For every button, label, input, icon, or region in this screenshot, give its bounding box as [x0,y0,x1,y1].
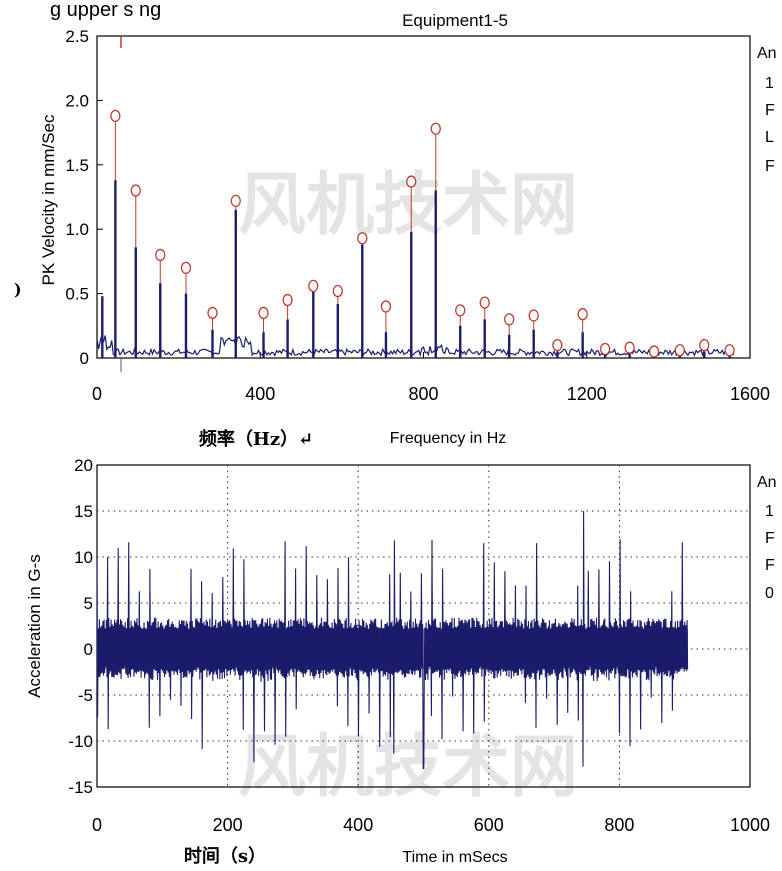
y-tick-label: 0 [84,640,93,659]
peak-marker [258,306,269,320]
spectrum-x-label: Frequency in Hz [390,430,507,447]
y-tick-label: 2.5 [65,27,89,46]
y-tick-label: 20 [74,456,93,475]
spectrum-side-labels: An 1 FLF [757,45,777,175]
waveform-x-label-cn: 时间（s） [184,846,266,867]
peak-marker [282,293,293,307]
peak-marker [699,338,710,352]
spectrum-y-label: PK Velocity in mm/Sec [39,114,58,286]
peak-marker [155,248,166,262]
side-label: F [765,530,775,547]
waveform-y-tick-labels: -15 -10 -5 0 5 10 15 20 [68,456,93,797]
noise-trace [96,334,735,357]
side-label: 0 [765,585,774,602]
peak-marker [430,122,441,135]
waveform-x-label: Time in mSecs [402,849,507,866]
side-label: An [757,474,777,491]
y-tick-label: 0 [80,349,89,368]
side-label: 1 [765,503,774,520]
peak-marker [207,306,218,320]
y-tick-label: -5 [78,686,93,705]
peak-marker [406,175,417,188]
peak-marker [110,109,121,123]
x-tick-label: 1000 [730,815,770,835]
x-tick-label: 0 [92,384,102,404]
peak-marker [624,341,635,354]
side-label: L [765,129,774,146]
peak-marker [674,344,685,357]
peak-marker [357,232,368,245]
spectrum-title: Equipment1-5 [402,11,508,30]
peak-marker [528,309,539,322]
peak-marker [230,194,241,208]
x-tick-label: 200 [213,815,243,835]
left-bracket-mark: ) [14,280,22,299]
spectrum-peak-markers [110,109,735,358]
y-tick-label: 1.5 [65,156,89,175]
waveform-signal [96,510,689,770]
x-tick-label: 400 [245,384,275,404]
peak-marker [479,296,490,309]
peak-marker [504,313,515,326]
y-tick-label: 0.5 [65,285,89,304]
y-tick-label: 2.0 [65,91,89,110]
spectrum-noise-floor [96,334,735,357]
side-label: F [765,102,775,119]
x-tick-label: 800 [408,384,438,404]
peak-marker [308,279,319,293]
peak-marker [180,261,192,274]
y-tick-label: 15 [74,502,93,521]
watermark-bottom: 风机技术网 [238,727,578,807]
header-text: g upper s ng [50,0,161,21]
peak-marker [724,344,735,357]
peak-marker [455,304,466,317]
x-tick-label: 1200 [567,384,607,404]
y-tick-label: 5 [84,594,93,613]
x-tick-label: 600 [474,815,504,835]
side-label: An [757,45,777,62]
x-tick-label: 400 [343,815,373,835]
spectrum-y-tick-labels: 0 0.5 1.0 1.5 2.0 2.5 [65,27,89,368]
peak-marker [130,184,141,197]
y-tick-label: 1.0 [65,220,89,239]
peak-marker [577,308,588,321]
waveform-dense-band [97,628,688,670]
x-tick-label: 800 [604,815,634,835]
spectrum-peaks [101,115,731,358]
waveform-y-label: Acceleration in G-s [25,554,44,698]
y-tick-label: -15 [68,778,93,797]
peak-marker [552,338,563,352]
peak-marker [380,300,392,313]
spectrum-x-label-cn: 频率（Hz）↵ [199,428,313,450]
y-tick-label: 10 [74,548,93,567]
peak-marker [648,345,660,358]
spectrum-x-tick-labels: 0 400 800 1200 1600 [92,384,770,404]
x-tick-label: 0 [92,815,102,835]
waveform-x-tick-labels: 0 200 400 600 800 1000 [92,815,770,835]
waveform-side-labels: An 1 FF 0 [757,474,777,602]
peak-marker [599,342,611,356]
x-tick-label: 1600 [730,384,770,404]
side-label: F [765,557,775,574]
peak-marker [332,284,343,298]
spectrum-panel: Equipment1-5 风机技术网 00.51.01.52.02.5 0 400… [14,11,777,450]
side-label: F [765,158,775,175]
y-tick-label: -10 [68,732,93,751]
side-label: 1 [765,75,774,92]
